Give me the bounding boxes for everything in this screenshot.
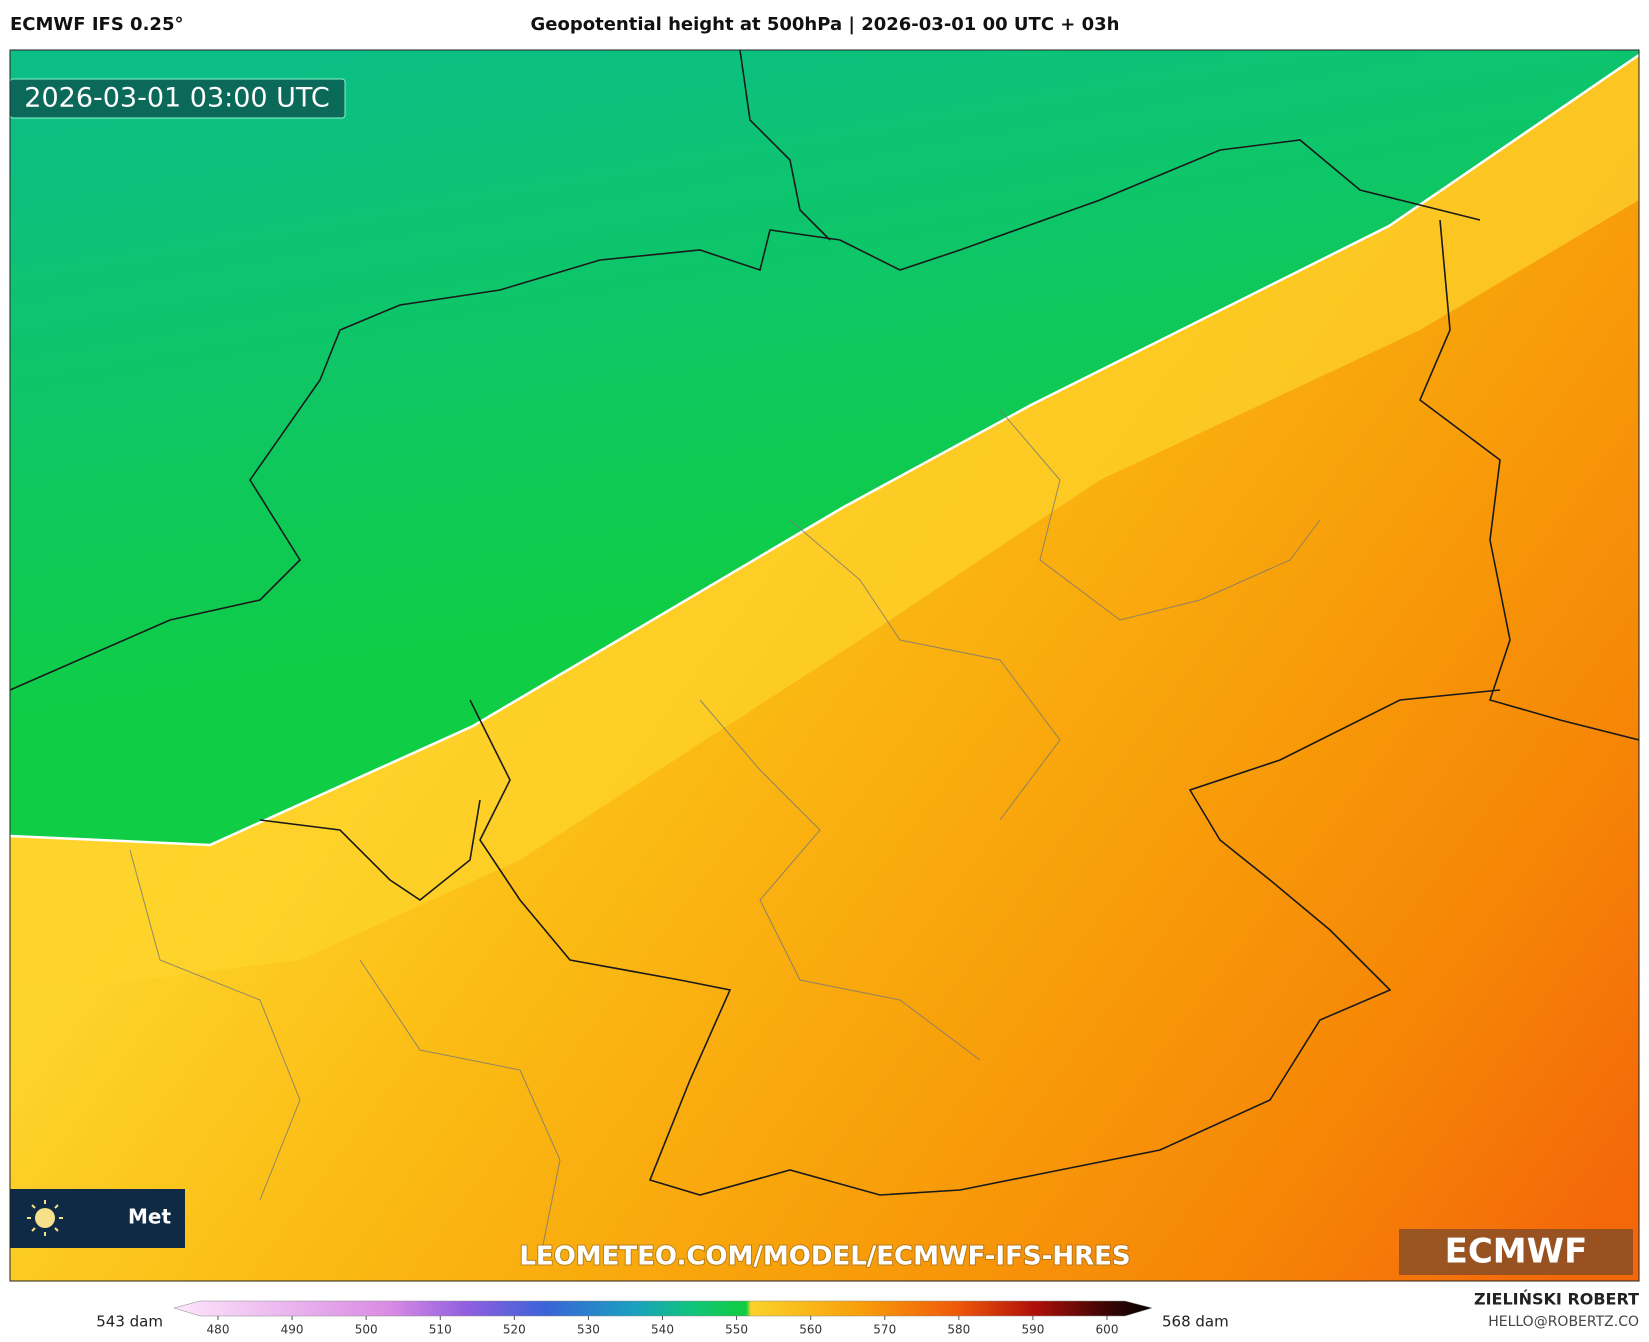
colorbar-tick-label: 600 xyxy=(1096,1323,1119,1337)
colorbar-tick-label: 530 xyxy=(577,1323,600,1337)
colorbar-tick-label: 590 xyxy=(1021,1323,1044,1337)
colorbar-tick-label: 480 xyxy=(207,1323,230,1337)
yellow-band xyxy=(10,55,1639,990)
timestamp: 2026-03-01 03:00 UTC xyxy=(24,83,329,114)
ecmwf-logo: ECMWF xyxy=(1399,1229,1633,1275)
colorbar-max-label: 568 dam xyxy=(1162,1313,1229,1331)
timestamp-box: 2026-03-01 03:00 UTC xyxy=(10,78,346,119)
colorbar-tick-label: 580 xyxy=(947,1323,970,1337)
map-frame xyxy=(9,49,1640,1282)
model-label: ECMWF IFS 0.25° xyxy=(10,14,183,35)
colorbar-min-label: 543 dam xyxy=(96,1313,163,1331)
email: HELLO@ROBERTZ.CO xyxy=(1488,1314,1639,1330)
map-title: Geopotential height at 500hPa | 2026-03-… xyxy=(530,14,1119,35)
logo-text: ECMWF xyxy=(1445,1232,1588,1272)
logo-bg xyxy=(1399,1229,1633,1275)
regional-borders xyxy=(129,409,1321,1261)
green-field xyxy=(10,50,1639,845)
colorbar-tick-label: 500 xyxy=(355,1323,378,1337)
colorbar-tick-label: 540 xyxy=(651,1323,674,1337)
watermark: LEOMETEO.COM/MODEL/ECMWF-IFS-HRES xyxy=(519,1242,1130,1272)
badge-text: Met xyxy=(128,1205,171,1229)
sun-icon xyxy=(35,1208,55,1228)
colorbar-tick-label: 570 xyxy=(873,1323,896,1337)
contour-line xyxy=(10,53,1639,847)
colorbar-tick-label: 510 xyxy=(429,1323,452,1337)
sun-rays xyxy=(27,1200,63,1236)
badge: Met xyxy=(10,1189,185,1248)
coastlines xyxy=(10,50,1639,1196)
colorbar-bar xyxy=(173,1300,1153,1317)
author: ZIELIŃSKI ROBERT xyxy=(1474,1290,1639,1309)
timestamp-bg xyxy=(10,78,346,119)
colorbar: 543 dam 568 dam 480 490 500 510 520 530 540 550… xyxy=(96,1300,1229,1337)
colorbar-tick-label: 520 xyxy=(503,1323,526,1337)
colorbar-tick-label: 490 xyxy=(281,1323,304,1337)
colorbar-tick-label: 560 xyxy=(799,1323,822,1337)
colorbar-tick-label: 550 xyxy=(725,1323,748,1337)
map: 2026-03-01 03:00 UTC Met LEOMETEO.COM/MO… xyxy=(10,50,1639,1281)
